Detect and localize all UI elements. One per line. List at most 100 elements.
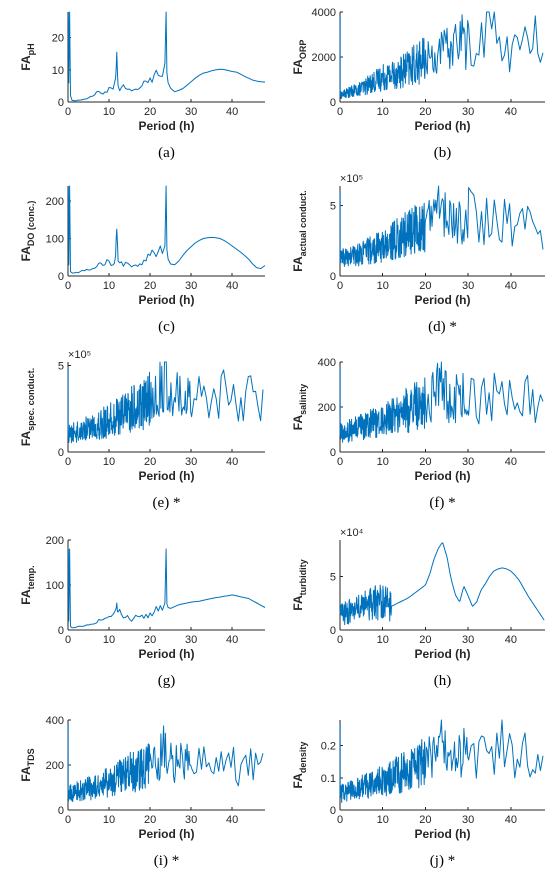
y-exponent-label: ×10⁵	[340, 173, 363, 185]
x-tick-label: 10	[377, 634, 389, 646]
y-tick-label: 0	[330, 625, 336, 637]
x-axis-label: Period (h)	[139, 469, 195, 483]
y-tick-label: 0	[58, 447, 64, 459]
subplot-e: 0 10 20 30 40 0 5 ×10⁵ Period (h) FAspec. conduct…	[19, 349, 265, 511]
x-tick-label: 10	[103, 106, 115, 118]
y-axis-label-sub: turbidity	[298, 559, 308, 595]
x-tick-label: 20	[144, 106, 156, 118]
y-tick-label: 0	[58, 271, 64, 283]
x-axis-label: Period (h)	[139, 647, 195, 661]
series-line	[67, 11, 266, 102]
y-axis-label-sub: spec. conduct.	[26, 368, 36, 431]
subplot-g: 0 10 20 30 40 0 100 200 Period (h) FAtemp. (g)	[19, 535, 266, 689]
x-tick-label: 10	[377, 456, 389, 468]
subplot-d: 0 10 20 30 40 0 5 ×10⁵ Period (h) FAactual conduc…	[291, 173, 545, 335]
x-tick-label: 40	[226, 634, 238, 646]
y-tick-label: 0	[330, 805, 336, 817]
x-tick-label: 20	[144, 634, 156, 646]
series-line	[339, 11, 544, 99]
subplot-c: 0 10 20 30 40 0 100 200 Period (h) FADO (conc.) (c…	[19, 185, 266, 335]
y-tick-label: 200	[46, 196, 64, 208]
x-tick-label: 30	[185, 634, 197, 646]
y-tick-label: 0	[58, 625, 64, 637]
y-axis-label-main: FA	[19, 55, 33, 71]
y-tick-label: 5	[330, 201, 336, 213]
x-tick-label: 30	[462, 814, 474, 826]
x-tick-label: 20	[419, 280, 431, 292]
x-tick-label: 0	[337, 106, 343, 118]
series-line	[339, 361, 544, 443]
x-tick-label: 20	[144, 814, 156, 826]
y-tick-label: 200	[318, 402, 336, 414]
y-axis-label-sub: salinity	[298, 384, 308, 415]
x-tick-label: 0	[65, 456, 71, 468]
panel-caption: (h)	[434, 673, 452, 689]
x-axis-label: Period (h)	[415, 827, 471, 841]
panel-caption: (j) *	[430, 853, 455, 869]
x-tick-label: 10	[377, 106, 389, 118]
panel-caption: (i) *	[154, 853, 179, 869]
series-line	[339, 719, 544, 803]
y-axis-label-main: FA	[19, 246, 33, 262]
x-tick-label: 40	[505, 814, 517, 826]
x-tick-label: 10	[103, 634, 115, 646]
subplot-b: 0 10 20 30 40 0 2000 4000 Period (h) FAORP (b)	[291, 7, 545, 161]
x-tick-label: 0	[337, 634, 343, 646]
x-tick-label: 30	[185, 106, 197, 118]
x-tick-label: 30	[462, 106, 474, 118]
x-tick-label: 30	[185, 814, 197, 826]
series-line	[339, 185, 544, 267]
panel-caption: (a)	[158, 145, 175, 161]
y-axis-label: FAsalinity	[291, 384, 308, 430]
x-tick-label: 0	[65, 280, 71, 292]
x-axis-label: Period (h)	[415, 469, 471, 483]
y-axis-label: FAspec. conduct.	[19, 368, 36, 446]
y-axis-label-main: FA	[291, 595, 305, 611]
x-tick-label: 0	[65, 106, 71, 118]
y-axis-label: FAdensity	[291, 742, 308, 789]
y-axis-label: FAORP	[291, 40, 308, 75]
x-tick-label: 10	[103, 280, 115, 292]
y-tick-label: 5	[58, 360, 64, 372]
y-tick-label: 4000	[312, 7, 336, 19]
x-tick-label: 30	[462, 280, 474, 292]
x-axis-label: Period (h)	[415, 293, 471, 307]
y-tick-label: 0	[58, 97, 64, 109]
x-tick-label: 10	[103, 456, 115, 468]
x-tick-label: 20	[144, 280, 156, 292]
y-axis-label: FAtemp.	[19, 565, 36, 604]
y-axis-label-main: FA	[19, 589, 33, 605]
y-axis-label: FADO (conc.)	[19, 201, 36, 262]
x-tick-label: 30	[462, 456, 474, 468]
y-tick-label: 5	[330, 571, 336, 583]
y-axis-label-main: FA	[19, 431, 33, 447]
x-tick-label: 0	[337, 456, 343, 468]
subplot-j: 0 10 20 30 40 0 0.1 0.2 Period (h) FAdensity (j) *	[291, 719, 545, 869]
y-axis-label-main: FA	[291, 415, 305, 431]
x-tick-label: 30	[185, 280, 197, 292]
y-axis-label: FAactual conduct.	[291, 190, 308, 271]
x-axis-label: Period (h)	[139, 119, 195, 133]
y-tick-label: 0.2	[321, 741, 336, 753]
y-axis-label-sub: ORP	[298, 40, 308, 60]
y-tick-label: 2000	[312, 52, 336, 64]
y-axis-label-sub: actual conduct.	[298, 190, 308, 256]
x-tick-label: 40	[505, 634, 517, 646]
y-axis-label-main: FA	[291, 256, 305, 272]
panel-caption: (f) *	[429, 495, 455, 511]
y-tick-label: 400	[46, 715, 64, 727]
y-axis-label-main: FA	[19, 766, 33, 782]
panel-caption: (c)	[158, 319, 175, 335]
y-tick-label: 200	[46, 760, 64, 772]
x-axis-label: Period (h)	[139, 827, 195, 841]
y-tick-label: 20	[52, 33, 64, 45]
y-tick-label: 0	[330, 97, 336, 109]
x-tick-label: 0	[337, 280, 343, 292]
subplot-h: 0 10 20 30 40 0 5 ×10⁴ Period (h) FAturbidity (h)	[291, 527, 545, 689]
x-tick-label: 0	[65, 634, 71, 646]
x-tick-label: 20	[144, 456, 156, 468]
